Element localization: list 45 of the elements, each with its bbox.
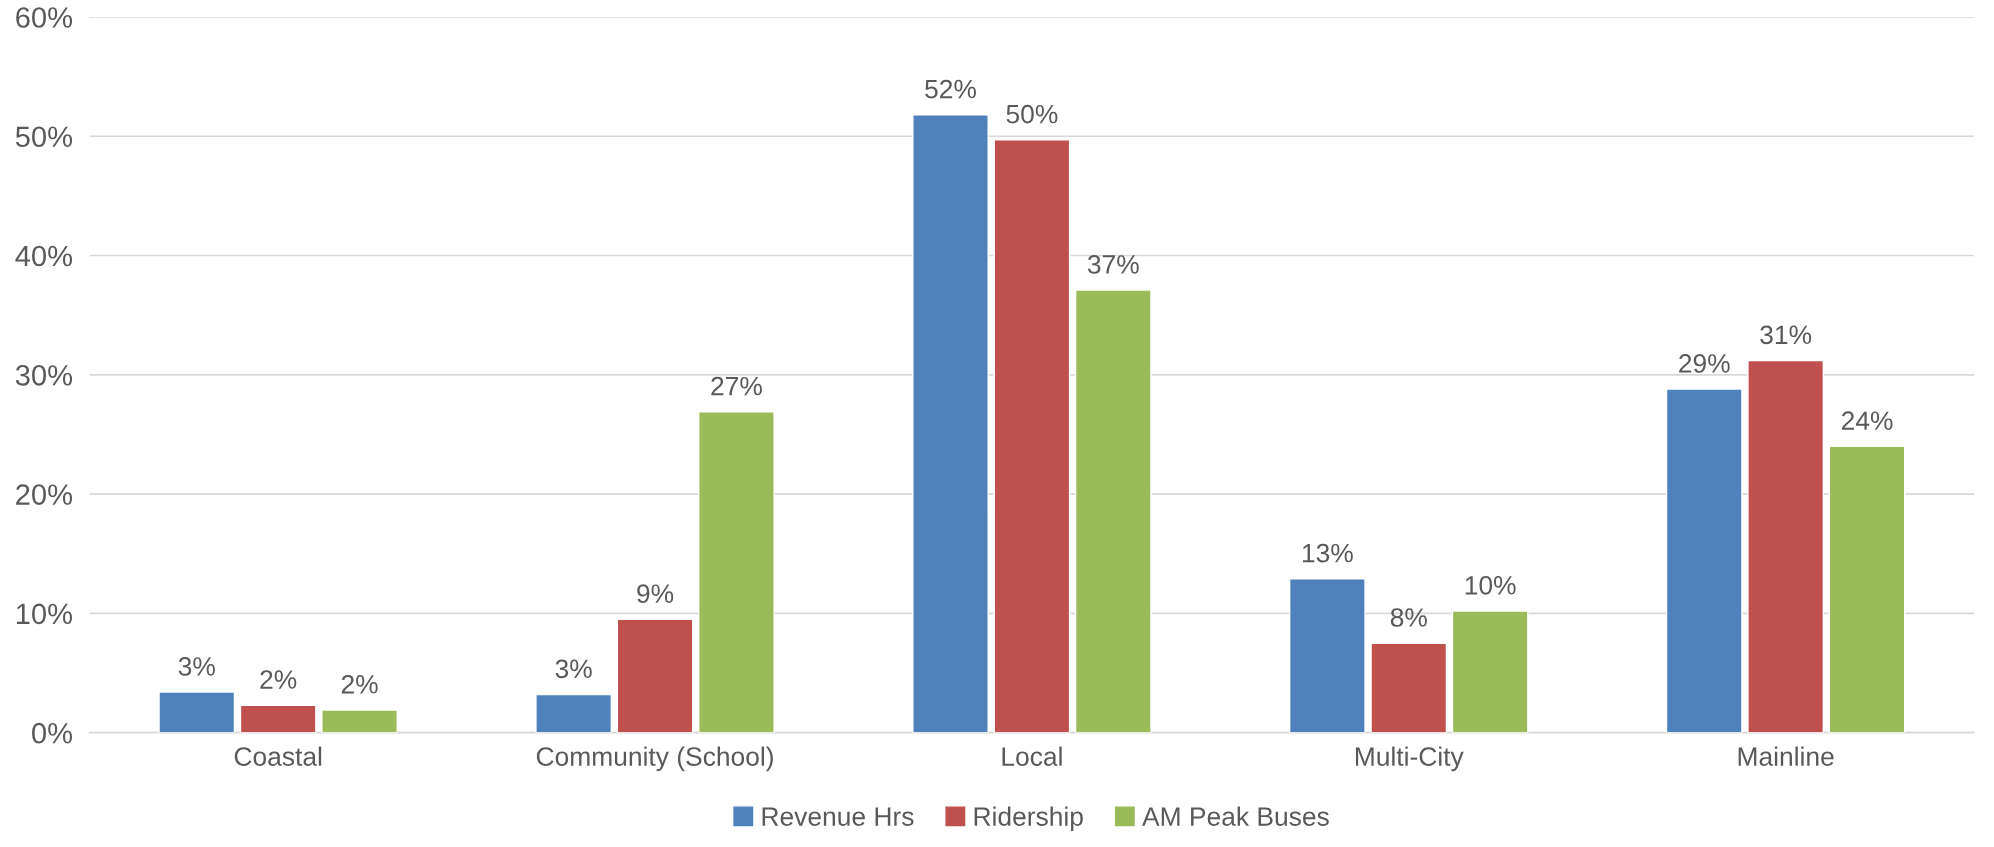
data-label: 52% xyxy=(925,79,976,99)
x-tick-label: Community (School) xyxy=(536,746,773,772)
legend-label: Ridership xyxy=(974,806,1083,832)
bar xyxy=(239,704,317,733)
data-label: 50% xyxy=(1006,104,1058,124)
y-tick-label: 50% xyxy=(15,126,73,148)
legend-label: Revenue Hrs xyxy=(762,807,914,826)
data-label: 9% xyxy=(637,584,674,604)
data-label: 3% xyxy=(178,657,215,676)
bar xyxy=(1665,388,1743,733)
x-tick-label: Local xyxy=(1002,746,1062,766)
data-label: 10% xyxy=(1465,575,1516,595)
x-tick-label: Multi-City xyxy=(1355,746,1464,772)
data-label: 13% xyxy=(1302,543,1353,563)
bar xyxy=(1288,578,1366,733)
bar xyxy=(1370,642,1448,733)
data-label: 27% xyxy=(711,376,762,396)
bar xyxy=(321,709,398,733)
bar xyxy=(993,139,1071,733)
y-tick-label: 20% xyxy=(16,484,73,505)
bar xyxy=(698,411,775,733)
bar xyxy=(1451,610,1529,733)
data-label: 31% xyxy=(1760,325,1812,345)
data-label: 37% xyxy=(1087,255,1139,274)
data-label: 24% xyxy=(1841,411,1893,430)
y-tick-label: 40% xyxy=(15,245,73,267)
legend-label: AM Peak Buses xyxy=(1142,806,1329,826)
y-tick-label: 10% xyxy=(16,603,73,625)
data-label: 2% xyxy=(341,674,378,694)
y-tick-label: 30% xyxy=(15,365,73,386)
bar xyxy=(535,693,613,733)
data-label: 3% xyxy=(555,659,592,679)
y-tick-label: 60% xyxy=(16,7,73,28)
data-label: 2% xyxy=(260,670,297,689)
x-tick-label: Coastal xyxy=(234,746,322,766)
y-tick-label: 0% xyxy=(32,722,73,744)
data-label: 8% xyxy=(1390,608,1427,627)
bar xyxy=(158,691,236,733)
bar xyxy=(912,114,989,733)
bar xyxy=(1747,359,1825,733)
x-tick-label: Mainline xyxy=(1738,746,1834,766)
bar xyxy=(1828,445,1906,733)
data-label: 29% xyxy=(1679,354,1730,373)
bar xyxy=(1074,289,1152,733)
bar xyxy=(616,618,694,733)
